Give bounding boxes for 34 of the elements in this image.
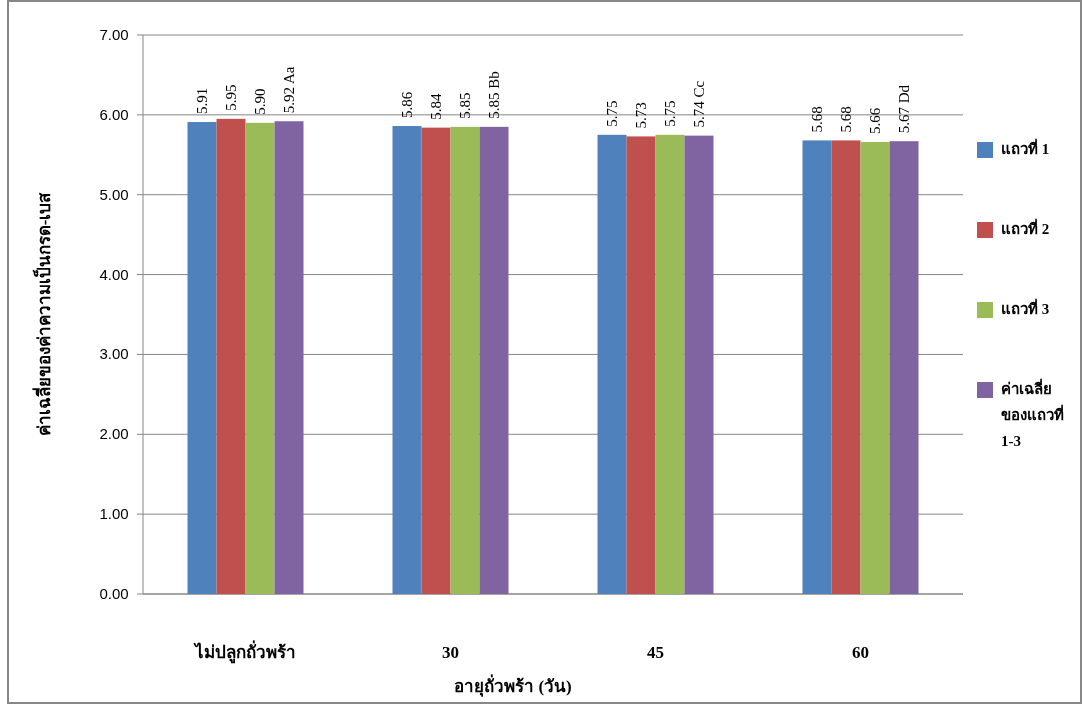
- y-tick-label: 0.00: [99, 585, 129, 602]
- legend-label: แถวที่ 3: [1001, 297, 1051, 319]
- y-tick-label: 3.00: [99, 345, 129, 363]
- data-label: 5.68: [838, 106, 854, 133]
- x-tick-label: 30: [442, 643, 459, 662]
- x-tick-label: 60: [852, 643, 869, 662]
- data-label: 5.90: [252, 88, 268, 115]
- y-tick-label: 4.00: [99, 265, 129, 283]
- y-axis-title: ค่าเฉลี่ยของค่าความเป็นกรด-เบส: [32, 191, 54, 437]
- data-label: 5.74 Cc: [691, 80, 707, 128]
- data-label: 5.75: [662, 100, 678, 127]
- y-tick-label: 1.00: [99, 505, 129, 523]
- y-tick-label: 7.00: [99, 26, 129, 43]
- data-label: 5.66: [867, 107, 883, 135]
- data-label: 5.95: [223, 84, 239, 111]
- data-label: 5.84: [428, 92, 444, 120]
- legend-label: แถวที่ 2: [1001, 217, 1051, 239]
- data-label: 5.91: [194, 87, 210, 115]
- legend-label: ค่าเฉลี่ยของแถวที่ 1-3: [1001, 377, 1065, 451]
- x-tick-label: 45: [647, 643, 664, 662]
- data-label: 5.92 Aa: [281, 66, 297, 114]
- data-label: 5.85: [457, 92, 473, 119]
- data-label: 5.85 Bb: [486, 71, 502, 119]
- data-label: 5.73: [633, 102, 649, 129]
- y-tick-label: 2.00: [99, 425, 129, 443]
- data-label: 5.68: [809, 106, 825, 133]
- y-tick-label: 6.00: [99, 105, 129, 123]
- x-axis-title: อายุถั่วพร้า (วัน): [454, 674, 572, 697]
- x-tick-label: ไม่ปลูกถั่วพร้า: [193, 640, 296, 664]
- y-tick-label: 5.00: [99, 185, 129, 203]
- legend-label: แถวที่ 1: [1001, 137, 1051, 159]
- data-label: 5.86: [399, 91, 415, 119]
- data-label: 5.67 Dd: [896, 84, 912, 134]
- data-label: 5.75: [604, 100, 620, 127]
